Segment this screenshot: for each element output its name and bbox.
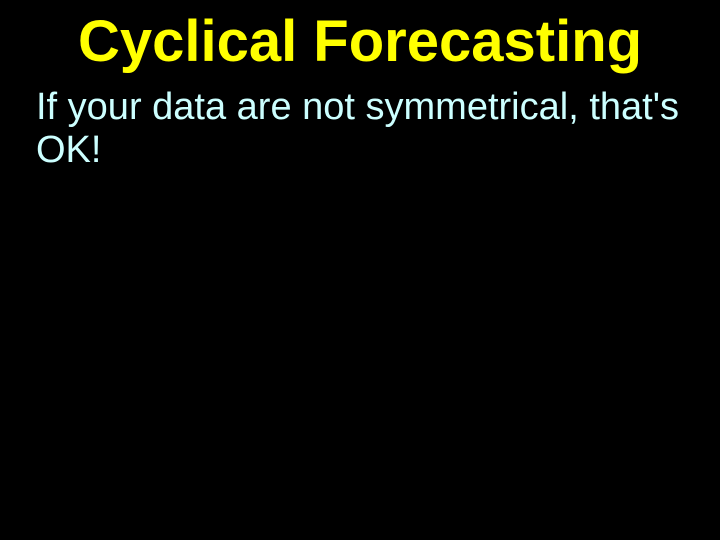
slide-body-text: If your data are not symmetrical, that's… (30, 86, 690, 173)
slide-title: Cyclical Forecasting (30, 10, 690, 74)
slide-container: Cyclical Forecasting If your data are no… (0, 0, 720, 540)
